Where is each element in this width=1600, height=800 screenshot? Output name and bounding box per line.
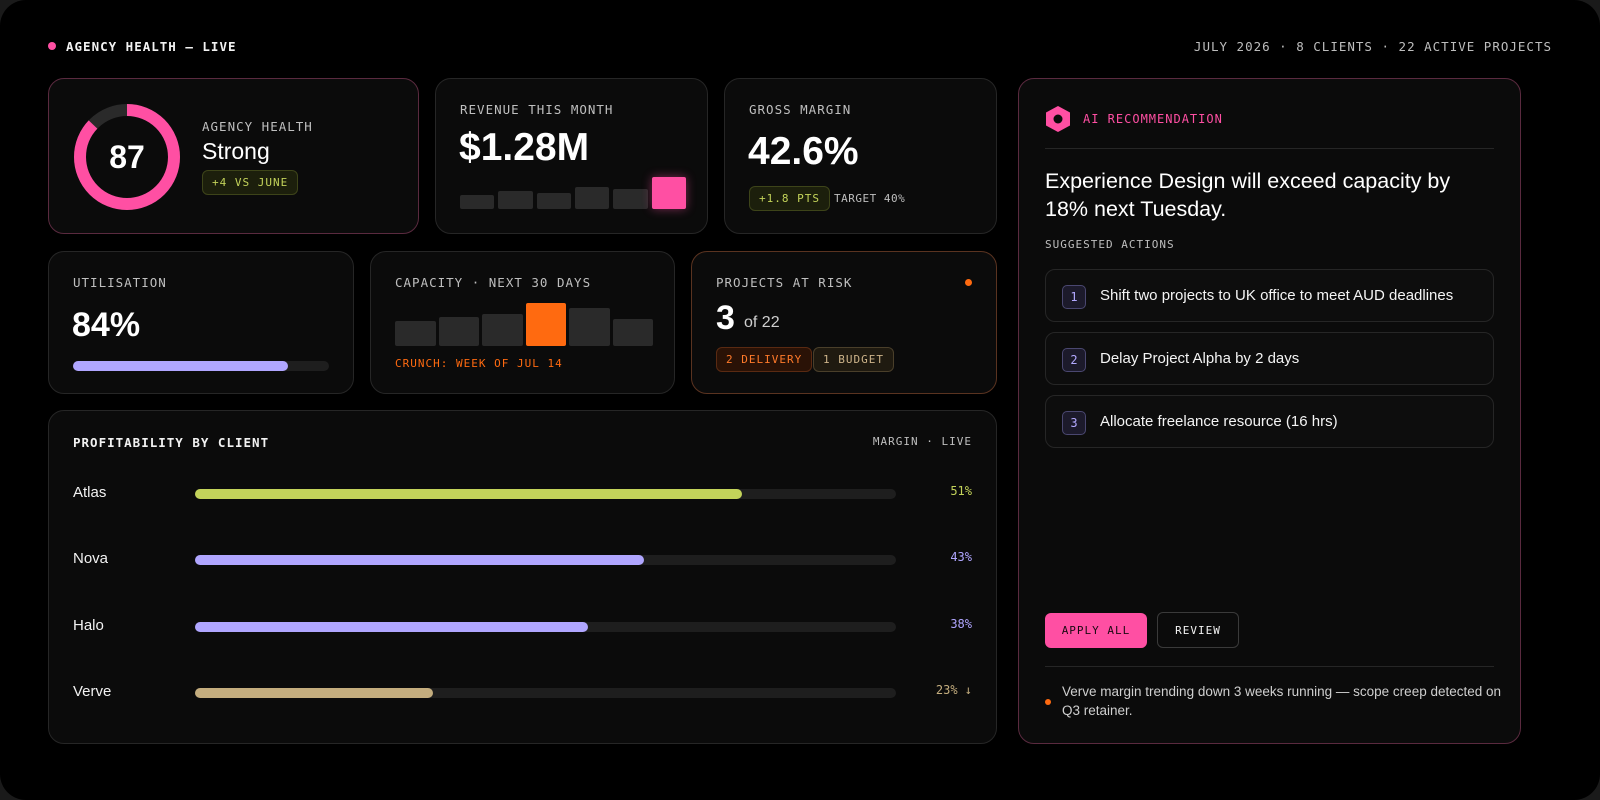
capacity-card: CAPACITY · NEXT 30 DAYS CRUNCH: WEEK OF … xyxy=(370,251,675,394)
utilisation-track xyxy=(73,361,329,371)
client-margin-fill xyxy=(195,555,644,565)
ai-label: AI RECOMMENDATION xyxy=(1083,112,1223,126)
risk-count: 3 xyxy=(716,299,735,337)
review-button[interactable]: REVIEW xyxy=(1157,612,1239,648)
live-dot-icon xyxy=(48,42,56,50)
health-delta-badge: +4 VS JUNE xyxy=(202,170,299,195)
action-number: 2 xyxy=(1062,348,1086,372)
revenue-value: $1.28M xyxy=(459,126,590,169)
client-margin-fill xyxy=(195,622,588,632)
client-name: Atlas xyxy=(73,484,107,501)
revenue-bar xyxy=(460,195,495,209)
client-row-nova: Nova 43% xyxy=(73,550,972,570)
health-ring-chart: 87 xyxy=(74,104,180,210)
agency-health-card: 87 AGENCY HEALTH Strong +4 VS JUNE xyxy=(48,78,419,234)
client-margin-value: 38% xyxy=(950,617,972,631)
profitability-title: PROFITABILITY BY CLIENT xyxy=(73,435,270,450)
revenue-bar xyxy=(651,176,686,209)
ai-recommendation-panel: AI RECOMMENDATION Experience Design will… xyxy=(1018,78,1521,744)
margin-value: 42.6% xyxy=(748,130,859,173)
ai-hexagon-icon xyxy=(1046,106,1070,132)
ai-divider-bottom xyxy=(1045,666,1494,667)
apply-all-button[interactable]: APPLY ALL xyxy=(1045,613,1147,648)
client-margin-track xyxy=(195,489,896,499)
utilisation-value: 84% xyxy=(72,306,141,344)
capacity-bar xyxy=(569,308,610,346)
revenue-bar xyxy=(498,190,533,209)
capacity-bar xyxy=(525,302,566,346)
dashboard-title: AGENCY HEALTH — LIVE xyxy=(48,39,237,54)
health-score: 87 xyxy=(109,139,145,175)
health-status: Strong xyxy=(202,138,270,164)
revenue-bar xyxy=(613,188,648,209)
risk-label: PROJECTS AT RISK xyxy=(716,275,853,290)
suggested-action-2[interactable]: 2 Delay Project Alpha by 2 days xyxy=(1045,332,1494,385)
suggested-action-3[interactable]: 3 Allocate freelance resource (16 hrs) xyxy=(1045,395,1494,448)
margin-label: GROSS MARGIN xyxy=(749,102,852,117)
client-margin-fill xyxy=(195,688,434,698)
client-margin-value: 43% xyxy=(950,550,972,564)
margin-alert-text: Verve margin trending down 3 weeks runni… xyxy=(1062,684,1502,718)
action-number: 1 xyxy=(1062,285,1086,309)
ai-divider-top xyxy=(1045,148,1494,149)
revenue-bar xyxy=(536,192,571,209)
client-margin-fill xyxy=(195,489,742,499)
capacity-bar xyxy=(482,313,523,346)
suggested-actions-label: SUGGESTED ACTIONS xyxy=(1045,238,1175,251)
revenue-label: REVENUE THIS MONTH xyxy=(460,102,614,117)
client-name: Nova xyxy=(73,550,109,567)
health-ring-fill xyxy=(74,104,180,210)
alert-dot-icon xyxy=(1045,699,1051,705)
ai-headline: Experience Design will exceed capacity b… xyxy=(1045,169,1451,221)
capacity-bar xyxy=(438,316,479,346)
action-number: 3 xyxy=(1062,411,1086,435)
suggested-action-1[interactable]: 1 Shift two projects to UK office to mee… xyxy=(1045,269,1494,322)
risk-budget-badge: 1 BUDGET xyxy=(813,347,894,372)
action-text: Allocate freelance resource (16 hrs) xyxy=(1100,413,1338,430)
capacity-bar-chart xyxy=(395,302,653,346)
client-margin-track xyxy=(195,688,896,698)
gross-margin-card: GROSS MARGIN 42.6% +1.8 PTS TARGET 40% xyxy=(724,78,997,234)
revenue-card: REVENUE THIS MONTH $1.28M xyxy=(435,78,708,234)
margin-delta-badge: +1.8 PTS xyxy=(749,186,830,211)
health-label: AGENCY HEALTH xyxy=(202,119,313,134)
capacity-bar xyxy=(612,319,653,346)
client-name: Halo xyxy=(73,617,104,634)
projects-at-risk-card: PROJECTS AT RISK 3 of 22 2 DELIVERY 1 BU… xyxy=(691,251,997,394)
revenue-bar-chart xyxy=(460,171,686,209)
client-row-halo: Halo 38% xyxy=(73,617,972,637)
profitability-card: PROFITABILITY BY CLIENT MARGIN · LIVE At… xyxy=(48,410,997,744)
revenue-bar xyxy=(574,186,610,209)
client-margin-value: 23% ↓ xyxy=(935,683,972,697)
utilisation-fill xyxy=(73,361,289,371)
profitability-meta: MARGIN · LIVE xyxy=(872,435,972,448)
action-text: Shift two projects to UK office to meet … xyxy=(1100,287,1454,304)
risk-delivery-badge: 2 DELIVERY xyxy=(716,347,813,372)
dashboard-title-text: AGENCY HEALTH — LIVE xyxy=(66,38,237,54)
top-bar: AGENCY HEALTH — LIVE JULY 2026 · 8 CLIEN… xyxy=(48,36,1552,56)
client-name: Verve xyxy=(73,683,112,700)
utilisation-label: UTILISATION xyxy=(73,275,167,290)
client-margin-track xyxy=(195,555,896,565)
risk-total: of 22 xyxy=(744,314,780,331)
capacity-crunch-note: CRUNCH: WEEK OF JUL 14 xyxy=(395,357,563,370)
risk-alert-dot-icon xyxy=(965,279,972,286)
client-row-atlas: Atlas 51% xyxy=(73,484,972,504)
utilisation-card: UTILISATION 84% xyxy=(48,251,354,394)
client-row-verve: Verve 23% ↓ xyxy=(73,683,972,703)
action-text: Delay Project Alpha by 2 days xyxy=(1100,350,1300,367)
margin-target: TARGET 40% xyxy=(834,192,906,205)
dashboard-meta: JULY 2026 · 8 CLIENTS · 22 ACTIVE PROJEC… xyxy=(1193,38,1552,54)
capacity-label: CAPACITY · NEXT 30 DAYS xyxy=(395,275,592,290)
capacity-bar xyxy=(395,320,436,346)
client-margin-value: 51% xyxy=(950,484,972,498)
client-margin-track xyxy=(195,622,896,632)
